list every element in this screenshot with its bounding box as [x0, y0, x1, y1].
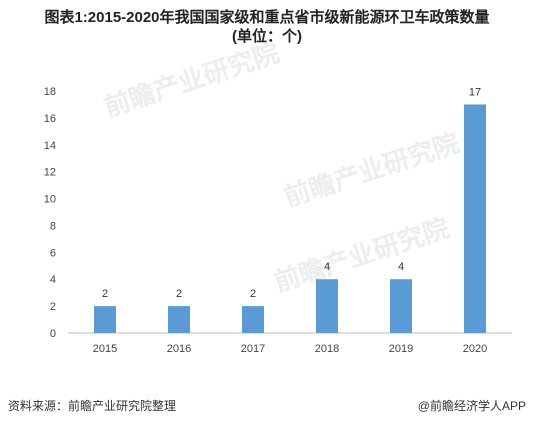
bar: [168, 306, 190, 333]
x-tick-label: 2017: [241, 343, 265, 355]
x-tick-label: 2019: [389, 343, 413, 355]
chart-title: 图表1:2015-2020年我国国家级和重点省市级新能源环卫车政策数量 (单位：…: [0, 8, 534, 46]
bar: [316, 279, 338, 333]
x-tick-label: 2015: [93, 343, 117, 355]
brand-credit: @前瞻经济学人APP: [417, 399, 526, 413]
x-tick-label: 2020: [463, 343, 487, 355]
y-tick-label: 2: [50, 301, 56, 313]
y-tick-label: 18: [44, 86, 56, 98]
y-tick-label: 16: [44, 113, 56, 125]
y-tick-label: 14: [44, 140, 56, 152]
y-tick-label: 8: [50, 220, 56, 232]
bar: [242, 306, 264, 333]
data-label: 17: [469, 86, 481, 98]
source-note: 资料来源：前瞻产业研究院整理: [8, 399, 177, 413]
data-label: 2: [102, 288, 108, 300]
data-label: 2: [176, 288, 182, 300]
y-tick-label: 0: [50, 328, 56, 340]
y-tick-label: 12: [44, 167, 56, 179]
bar: [94, 306, 116, 333]
chart-title-line1: 图表1:2015-2020年我国国家级和重点省市级新能源环卫车政策数量: [44, 9, 490, 26]
data-label: 2: [250, 288, 256, 300]
y-tick-label: 10: [44, 194, 56, 206]
y-tick-label: 6: [50, 247, 56, 259]
bar: [464, 104, 486, 333]
x-tick-label: 2018: [315, 343, 339, 355]
y-tick-label: 4: [50, 274, 56, 286]
data-label: 4: [324, 261, 330, 273]
chart-title-line2: (单位：个): [232, 28, 302, 45]
bar: [390, 279, 412, 333]
x-tick-label: 2016: [167, 343, 191, 355]
data-label: 4: [398, 261, 404, 273]
